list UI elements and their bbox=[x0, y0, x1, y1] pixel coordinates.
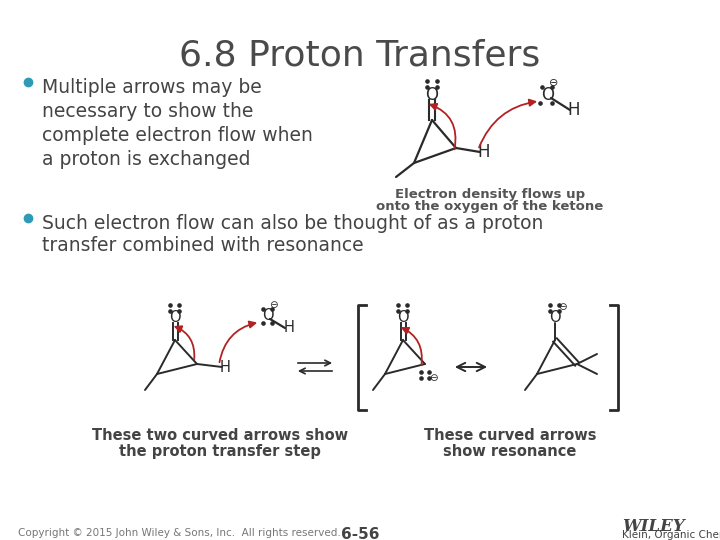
Text: complete electron flow when: complete electron flow when bbox=[42, 126, 313, 145]
Text: ⊖: ⊖ bbox=[557, 302, 567, 312]
Text: WILEY: WILEY bbox=[622, 518, 685, 535]
Text: a proton is exchanged: a proton is exchanged bbox=[42, 150, 251, 169]
Text: O: O bbox=[549, 310, 561, 326]
Text: ⊖: ⊖ bbox=[549, 78, 559, 88]
Text: onto the oxygen of the ketone: onto the oxygen of the ketone bbox=[377, 200, 603, 213]
Text: O: O bbox=[169, 310, 181, 326]
FancyArrowPatch shape bbox=[431, 104, 456, 149]
Text: H: H bbox=[478, 143, 490, 161]
Text: O: O bbox=[397, 310, 409, 326]
Text: Such electron flow can also be thought of as a proton: Such electron flow can also be thought o… bbox=[42, 214, 544, 233]
Text: Copyright © 2015 John Wiley & Sons, Inc.  All rights reserved.: Copyright © 2015 John Wiley & Sons, Inc.… bbox=[18, 528, 341, 538]
Text: These two curved arrows show: These two curved arrows show bbox=[92, 428, 348, 443]
Text: ⊖: ⊖ bbox=[269, 300, 277, 310]
Text: transfer combined with resonance: transfer combined with resonance bbox=[42, 236, 364, 255]
Text: show resonance: show resonance bbox=[444, 444, 577, 459]
Text: H: H bbox=[284, 321, 294, 335]
Text: the proton transfer step: the proton transfer step bbox=[119, 444, 321, 459]
Text: H: H bbox=[568, 101, 580, 119]
FancyArrowPatch shape bbox=[176, 326, 194, 359]
Text: Electron density flows up: Electron density flows up bbox=[395, 188, 585, 201]
Text: H: H bbox=[220, 360, 230, 375]
Text: These curved arrows: These curved arrows bbox=[424, 428, 596, 443]
FancyArrowPatch shape bbox=[479, 100, 535, 147]
Text: O: O bbox=[541, 86, 554, 104]
Text: 6-56: 6-56 bbox=[341, 527, 379, 540]
Text: 6.8 Proton Transfers: 6.8 Proton Transfers bbox=[179, 38, 541, 72]
Text: Multiple arrows may be: Multiple arrows may be bbox=[42, 78, 262, 97]
Text: O: O bbox=[426, 86, 438, 104]
Text: O: O bbox=[262, 308, 274, 323]
Text: ⊖: ⊖ bbox=[428, 373, 437, 383]
Text: Klein, Organic Chemistry 2e: Klein, Organic Chemistry 2e bbox=[622, 530, 720, 540]
FancyArrowPatch shape bbox=[402, 328, 422, 365]
FancyArrowPatch shape bbox=[220, 321, 256, 362]
Text: necessary to show the: necessary to show the bbox=[42, 102, 253, 121]
